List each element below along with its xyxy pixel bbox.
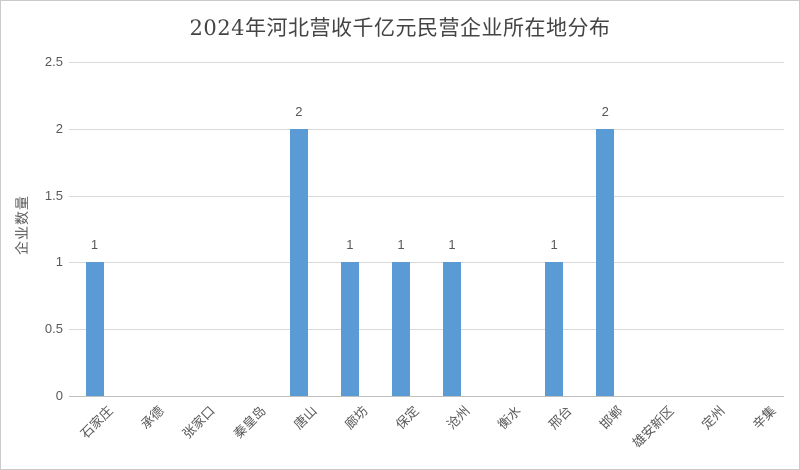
x-axis-line xyxy=(69,396,784,397)
x-category-label: 张家口 xyxy=(179,403,219,443)
y-tick-label: 1 xyxy=(55,254,63,270)
x-category-label: 衡水 xyxy=(495,403,525,433)
bar xyxy=(391,262,410,396)
bar xyxy=(443,262,462,396)
bar xyxy=(596,128,615,396)
x-category-label: 秦皇岛 xyxy=(230,403,270,443)
x-category-label: 承德 xyxy=(138,403,168,433)
y-tick-label: 0 xyxy=(55,388,63,403)
plot-area: 1 2 1 1 1 1 2 xyxy=(69,62,784,397)
x-category-label: 石家庄 xyxy=(77,403,116,443)
y-tick-label: 1.5 xyxy=(44,187,63,203)
bar xyxy=(545,262,564,396)
y-tick-label: 2 xyxy=(55,120,63,136)
bar-value-label: 1 xyxy=(550,237,558,253)
y-axis-tick-labels: 0 0.5 1 1.5 2 2.5 xyxy=(1,1,63,469)
x-category-label: 邢台 xyxy=(546,403,576,433)
bar-value-label: 1 xyxy=(90,237,99,253)
gridline xyxy=(69,262,784,264)
gridline xyxy=(69,329,784,331)
bar-value-label: 2 xyxy=(295,103,303,119)
bar xyxy=(340,262,359,396)
gridline xyxy=(69,195,784,197)
bar-value-label: 2 xyxy=(601,103,609,119)
gridline xyxy=(69,62,784,63)
bar xyxy=(85,262,104,396)
x-category-label: 唐山 xyxy=(291,403,321,433)
bar xyxy=(289,128,308,396)
x-category-label: 辛集 xyxy=(750,403,780,433)
bar-value-label: 1 xyxy=(397,237,405,253)
x-category-label: 定州 xyxy=(699,403,729,433)
x-category-label: 沧州 xyxy=(444,403,474,433)
bar-value-label: 1 xyxy=(346,237,354,253)
gridline xyxy=(69,128,784,130)
y-tick-label: 2.5 xyxy=(44,54,63,69)
x-category-label: 廊坊 xyxy=(342,403,372,433)
chart-title: 2024年河北营收千亿元民营企业所在地分布 xyxy=(189,16,611,40)
x-category-label: 保定 xyxy=(393,403,423,433)
bar-value-label: 1 xyxy=(448,237,456,253)
x-category-label: 雄安新区 xyxy=(630,403,678,452)
y-tick-label: 0.5 xyxy=(44,321,63,337)
x-category-label: 邯郸 xyxy=(597,403,627,433)
